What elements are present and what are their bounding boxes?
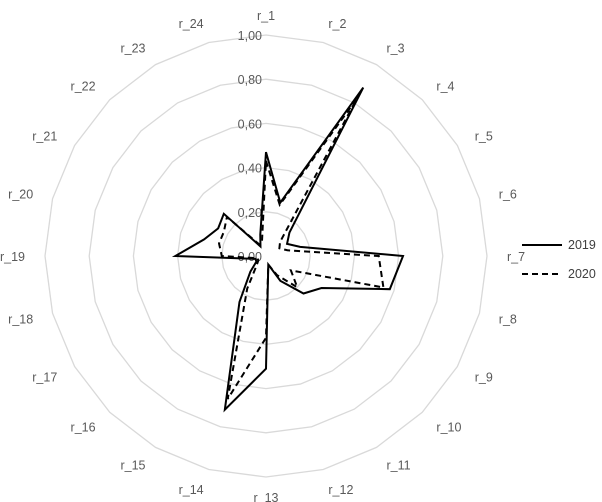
- category-label: r_13: [253, 491, 278, 502]
- category-label: r_6: [499, 188, 517, 202]
- legend: 2019 2020: [522, 238, 596, 281]
- legend-label-2020: 2020: [568, 267, 596, 281]
- category-label: r_5: [475, 130, 493, 144]
- tick-label: 0,80: [238, 73, 262, 87]
- category-label: r_11: [387, 459, 411, 473]
- category-label: r_3: [387, 41, 405, 55]
- grid-ring-3: [132, 122, 400, 390]
- grid-ring-1: [221, 211, 311, 301]
- category-label: r_18: [8, 312, 33, 326]
- grid-ring-4: [88, 78, 444, 434]
- series-lines: [171, 86, 405, 413]
- category-label: r_23: [120, 41, 145, 55]
- category-label: r_14: [179, 483, 204, 497]
- series-line-2020: [217, 98, 385, 400]
- tick-label: 0,40: [238, 162, 262, 176]
- category-label: r_9: [475, 371, 493, 385]
- grid-ring-5: [44, 34, 488, 478]
- category-label: r_20: [8, 188, 33, 202]
- category-label: r_24: [179, 17, 204, 31]
- tick-label: 0,60: [238, 117, 262, 131]
- grid-ring-2: [176, 166, 356, 346]
- category-label: r_7: [507, 250, 525, 264]
- series-line-2019: [171, 86, 405, 413]
- radar-grid: [44, 34, 488, 478]
- category-label: r_4: [436, 80, 454, 94]
- category-label: r_12: [328, 483, 353, 497]
- category-label: r_16: [71, 420, 96, 434]
- legend-label-2019: 2019: [568, 238, 596, 252]
- category-label: r_17: [32, 371, 57, 385]
- category-labels: r_1r_2r_3r_4r_5r_6r_7r_8r_9r_10r_11r_12r…: [0, 9, 525, 502]
- tick-label: 0,20: [238, 206, 262, 220]
- category-label: r_19: [0, 250, 25, 264]
- category-label: r_10: [436, 420, 461, 434]
- category-label: r_1: [257, 9, 275, 23]
- category-label: r_2: [328, 17, 346, 31]
- category-label: r_21: [32, 130, 57, 144]
- category-label: r_22: [71, 80, 96, 94]
- category-label: r_15: [120, 459, 145, 473]
- tick-label: 1,00: [238, 29, 262, 43]
- category-label: r_8: [499, 312, 517, 326]
